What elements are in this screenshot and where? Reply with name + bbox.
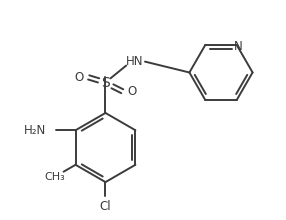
Text: S: S (101, 76, 110, 90)
Text: N: N (233, 40, 242, 53)
Text: O: O (74, 71, 84, 84)
Text: Cl: Cl (100, 200, 111, 213)
Text: HN: HN (126, 55, 144, 68)
Text: CH₃: CH₃ (45, 172, 65, 182)
Text: H₂N: H₂N (24, 124, 46, 137)
Text: O: O (128, 85, 137, 98)
